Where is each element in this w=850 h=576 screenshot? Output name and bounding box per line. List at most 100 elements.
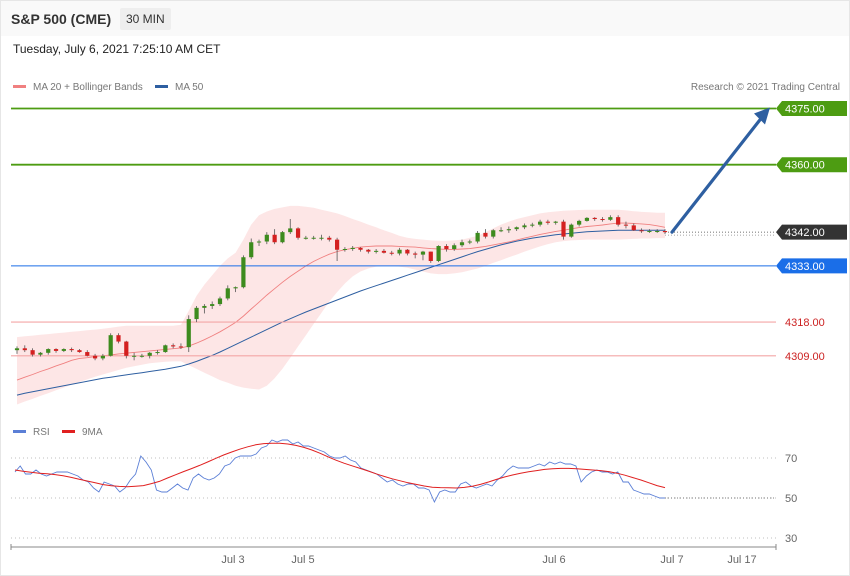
candle-body (647, 231, 652, 233)
candle-body (600, 219, 605, 221)
rsi-tick-label: 50 (785, 493, 797, 505)
candle-body (186, 319, 191, 348)
candle-body (608, 217, 613, 220)
candle-body (405, 249, 410, 254)
candle-body (46, 349, 51, 353)
rsi-legend-swatch (13, 430, 26, 433)
candle-body (413, 253, 418, 255)
candle-body (623, 224, 629, 226)
chart-header: S&P 500 (CME) 30 MIN (1, 1, 849, 36)
candle-body (553, 221, 558, 223)
projection-arrow-head (754, 107, 770, 125)
candle-body (295, 228, 301, 238)
candle-body (85, 352, 90, 356)
ma9-legend-swatch (62, 430, 75, 433)
candle-body (639, 230, 644, 232)
candle-body (483, 232, 488, 237)
candle-body (498, 230, 504, 232)
candle-body (397, 249, 402, 254)
candle-body (124, 341, 129, 356)
candle-body (217, 298, 223, 305)
candle-body (522, 225, 527, 228)
candle-body (311, 237, 316, 239)
candle-body (22, 348, 27, 351)
bollinger-band-area (17, 205, 665, 405)
candle-body (139, 355, 145, 357)
interval-button[interactable]: 30 MIN (120, 8, 171, 30)
rsi-legend-label: RSI (33, 427, 50, 438)
candle-body (280, 232, 285, 243)
candle-body (459, 242, 465, 246)
price-levels-layer: 4375.00 4360.00 4342.00 4333.00 4318.00 4309.… (11, 100, 847, 363)
candle-body (616, 217, 621, 225)
rsi-line (14, 439, 665, 504)
projection-layer (670, 107, 770, 234)
candle-body (545, 221, 550, 223)
candle-body (69, 349, 74, 351)
level-4309-00-label: 4309.00 (785, 351, 825, 363)
candle-body (171, 345, 176, 347)
candle-body (334, 239, 340, 250)
candle-body (233, 287, 238, 289)
level-4375-00-tag (776, 100, 847, 116)
time-tick-label: Jul 17 (727, 554, 756, 566)
candle-body (420, 251, 426, 255)
candle-body (655, 231, 660, 233)
candle-body (132, 355, 137, 357)
candle-body (577, 220, 582, 225)
candle-body (584, 217, 590, 221)
candle-body (366, 249, 371, 252)
candle-body (662, 231, 668, 233)
candle-body (147, 352, 152, 356)
projection-arrow-line (670, 116, 763, 234)
candle-body (225, 288, 230, 299)
candle-body (319, 237, 324, 239)
candle-body (444, 246, 449, 249)
time-tick-label: Jul 5 (291, 554, 314, 566)
candle-body (202, 305, 207, 308)
candle-body (452, 245, 457, 249)
candle-body (428, 251, 433, 261)
candle-body (288, 228, 293, 233)
candle-body (631, 225, 636, 231)
level-4333-00-tag (776, 258, 847, 274)
candle-body (537, 221, 543, 225)
rsi-tick-label: 70 (785, 453, 797, 465)
ma50-legend-label: MA 50 (175, 82, 204, 93)
level-4342-00-label: 4342.00 (785, 227, 825, 239)
candle-body (530, 224, 535, 226)
instrument-symbol: S&P 500 (CME) (11, 11, 112, 27)
level-4360-00-label: 4360.00 (785, 160, 825, 172)
level-4342-00-tag (776, 224, 847, 240)
candle-body (327, 237, 332, 240)
candle-body (475, 232, 480, 242)
rsi-ma9-line (14, 442, 666, 489)
level-4318-00-label: 4318.00 (785, 317, 825, 329)
candle-body (342, 249, 348, 250)
candle-body (436, 246, 441, 261)
candle-body (303, 237, 308, 239)
level-4375-00-label: 4375.00 (785, 103, 825, 115)
chart-datetime: Tuesday, July 6, 2021 7:25:10 AM CET (13, 42, 221, 56)
time-axis: Jul 3 Jul 5 Jul 6 Jul 7 Jul 17 (10, 544, 777, 566)
candle-body (569, 224, 574, 237)
candle-body (61, 349, 66, 351)
candle-body (77, 350, 82, 353)
candle-body (14, 348, 20, 351)
candle-body (155, 352, 160, 354)
candle-body (514, 227, 519, 230)
candle-body (108, 335, 113, 356)
candle-body (194, 307, 199, 320)
candle-body (92, 355, 98, 359)
candle-body (163, 345, 168, 353)
candle-body (249, 242, 254, 258)
rsi-tick-label: 30 (785, 533, 797, 545)
ma20-legend-label: MA 20 + Bollinger Bands (33, 82, 143, 93)
bollinger-band-layer (17, 205, 665, 405)
rsi-panel: 30 50 70 (11, 439, 797, 545)
candle-body (389, 252, 394, 254)
candle-body (38, 352, 43, 355)
candle-body (374, 250, 379, 252)
copyright-label: Research © 2021 Trading Central (691, 82, 840, 93)
